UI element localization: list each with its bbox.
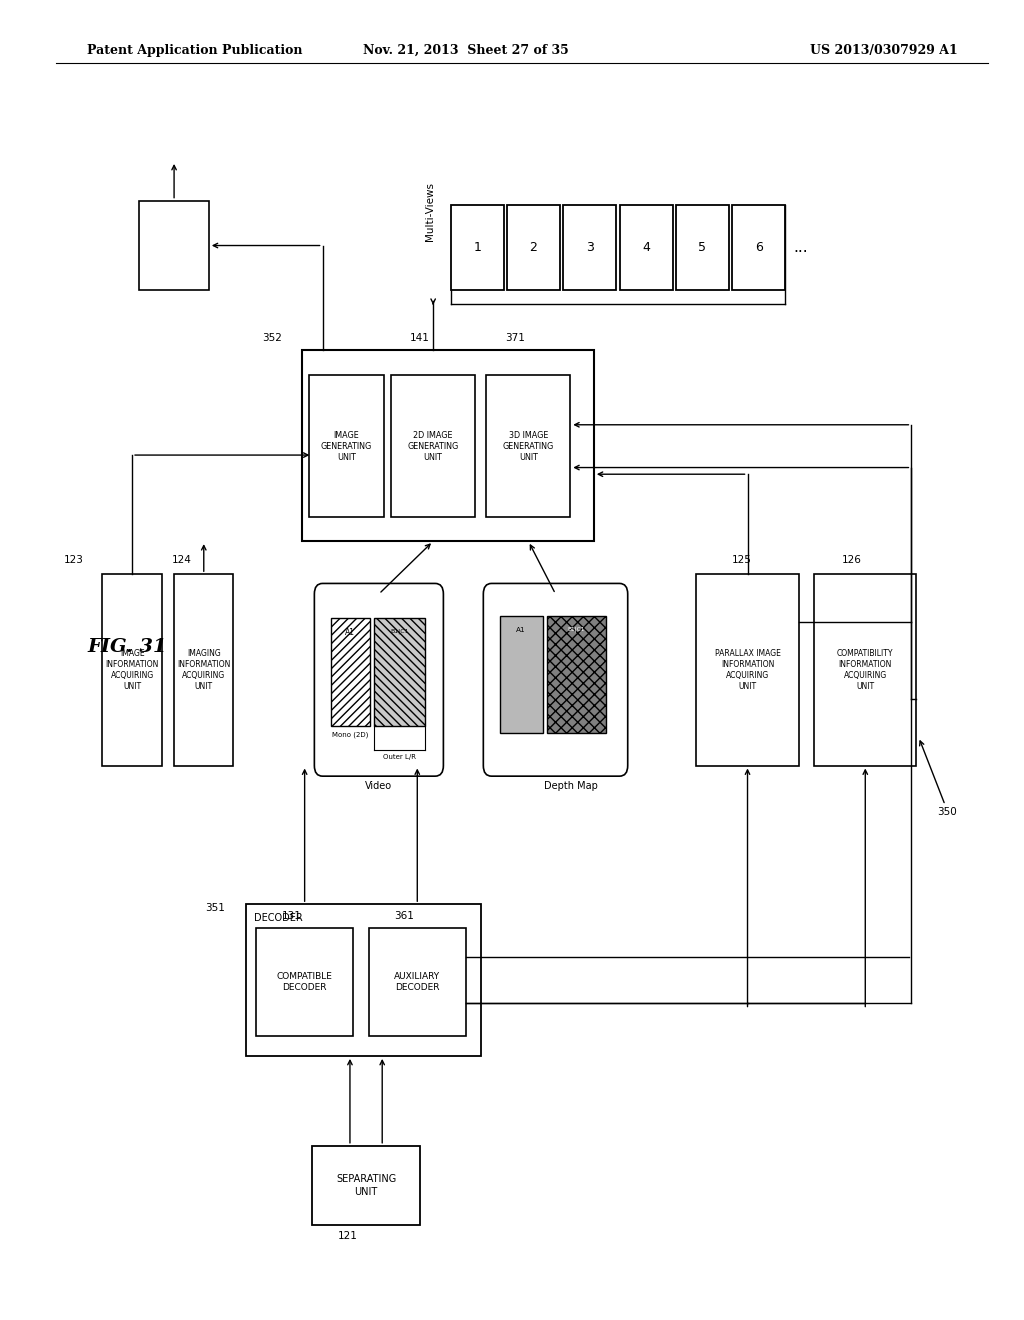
- Bar: [391, 375, 475, 517]
- Text: 123: 123: [65, 554, 84, 565]
- Text: FIG. 31: FIG. 31: [87, 638, 167, 656]
- Bar: [451, 205, 504, 290]
- Text: Outer L/R: Outer L/R: [383, 754, 416, 760]
- Text: SEPARATING
UNIT: SEPARATING UNIT: [336, 1175, 396, 1196]
- Text: IMAGE
GENERATING
UNIT: IMAGE GENERATING UNIT: [321, 430, 373, 462]
- Text: 2D IMAGE
GENERATING
UNIT: 2D IMAGE GENERATING UNIT: [408, 430, 459, 462]
- Text: 141: 141: [410, 333, 429, 343]
- Bar: [696, 574, 799, 766]
- FancyBboxPatch shape: [483, 583, 628, 776]
- Bar: [500, 616, 543, 733]
- Text: 5: 5: [698, 242, 707, 253]
- Text: COMPATIBLE
DECODER: COMPATIBLE DECODER: [276, 972, 333, 993]
- Text: ...: ...: [794, 240, 808, 255]
- Text: Video: Video: [366, 781, 392, 792]
- Bar: [369, 928, 466, 1036]
- FancyBboxPatch shape: [314, 583, 443, 776]
- Text: 131: 131: [282, 911, 301, 921]
- Text: 351: 351: [205, 903, 224, 913]
- Text: AUXILIARY
DECODER: AUXILIARY DECODER: [394, 972, 440, 993]
- Text: PARALLAX IMAGE
INFORMATION
ACQUIRING
UNIT: PARALLAX IMAGE INFORMATION ACQUIRING UNI…: [715, 648, 780, 692]
- Text: 1: 1: [473, 242, 481, 253]
- Bar: [563, 205, 616, 290]
- Text: Patent Application Publication: Patent Application Publication: [87, 44, 302, 57]
- Text: 352: 352: [262, 333, 282, 343]
- Text: DECODER: DECODER: [254, 913, 303, 924]
- Bar: [256, 928, 353, 1036]
- Bar: [174, 574, 233, 766]
- Bar: [620, 205, 673, 290]
- Text: 121: 121: [338, 1230, 357, 1241]
- Text: IMAGE
INFORMATION
ACQUIRING
UNIT: IMAGE INFORMATION ACQUIRING UNIT: [105, 648, 159, 692]
- Text: 361: 361: [394, 911, 414, 921]
- Text: US 2013/0307929 A1: US 2013/0307929 A1: [810, 44, 957, 57]
- Text: Mono (2D): Mono (2D): [332, 731, 369, 738]
- Bar: [102, 574, 162, 766]
- Text: 4: 4: [642, 242, 650, 253]
- Text: Depth Map: Depth Map: [544, 781, 598, 792]
- Bar: [486, 375, 570, 517]
- Text: B1|C1: B1|C1: [568, 627, 585, 632]
- Text: B1|C1: B1|C1: [390, 628, 409, 634]
- Bar: [139, 201, 209, 290]
- Bar: [302, 350, 594, 541]
- Text: 126: 126: [842, 554, 861, 565]
- Text: 2: 2: [529, 242, 538, 253]
- Text: Nov. 21, 2013  Sheet 27 of 35: Nov. 21, 2013 Sheet 27 of 35: [364, 44, 568, 57]
- Text: COMPATIBILITY
INFORMATION
ACQUIRING
UNIT: COMPATIBILITY INFORMATION ACQUIRING UNIT: [837, 648, 894, 692]
- Text: 124: 124: [172, 554, 191, 565]
- Bar: [331, 618, 370, 726]
- Text: 3: 3: [586, 242, 594, 253]
- Bar: [547, 616, 606, 733]
- Bar: [676, 205, 729, 290]
- Text: 6: 6: [755, 242, 763, 253]
- Bar: [732, 205, 785, 290]
- Text: 3D IMAGE
GENERATING
UNIT: 3D IMAGE GENERATING UNIT: [503, 430, 554, 462]
- Bar: [507, 205, 560, 290]
- Bar: [312, 1146, 420, 1225]
- Text: A1: A1: [345, 628, 355, 638]
- Bar: [246, 904, 481, 1056]
- Text: A1: A1: [516, 627, 526, 634]
- Bar: [814, 574, 916, 766]
- Text: Multi-Views: Multi-Views: [425, 182, 435, 242]
- Bar: [374, 618, 425, 726]
- Text: 125: 125: [732, 554, 752, 565]
- Text: 350: 350: [937, 807, 956, 817]
- Text: IMAGING
INFORMATION
ACQUIRING
UNIT: IMAGING INFORMATION ACQUIRING UNIT: [177, 648, 230, 692]
- Bar: [309, 375, 384, 517]
- Text: 371: 371: [505, 333, 524, 343]
